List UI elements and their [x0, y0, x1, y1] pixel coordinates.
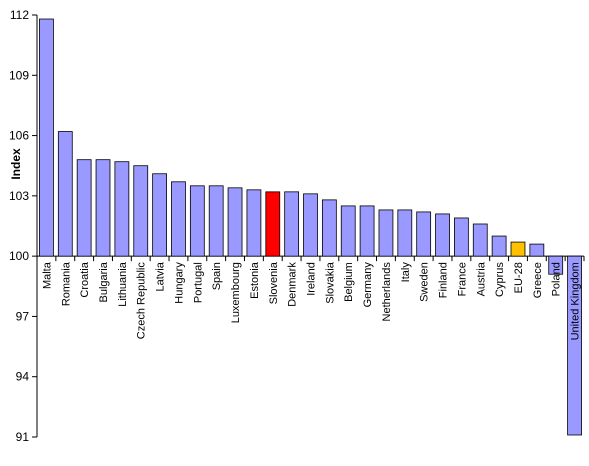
category-label: Finland — [438, 262, 450, 298]
category-label: France — [456, 262, 468, 296]
category-label: Estonia — [249, 261, 261, 299]
category-label: Lithuania — [117, 261, 129, 307]
category-label: Belgium — [343, 262, 355, 302]
y-tick-label: 94 — [16, 370, 30, 384]
bar-france — [454, 217, 469, 257]
bar-luxembourg — [227, 187, 243, 257]
bar-malta — [39, 18, 54, 257]
category-label: Slovakia — [324, 261, 336, 303]
category-label: EU-28 — [513, 262, 525, 293]
bar-eu-28 — [510, 241, 526, 257]
category-label: Croatia — [79, 261, 91, 297]
category-labels: Malta Romania Croatia Bulgaria Lithuania Czec… — [41, 261, 581, 340]
bar-estonia — [246, 189, 262, 257]
category-label: Netherlands — [381, 262, 393, 322]
bar-czech-republic — [133, 165, 149, 257]
category-label: Czech Republic — [136, 262, 148, 340]
bar-austria — [472, 223, 488, 257]
category-label: Ireland — [306, 262, 318, 296]
bar-cyprus — [491, 235, 507, 257]
category-label: Germany — [362, 262, 374, 308]
bar-bulgaria — [95, 159, 111, 257]
bar-germany — [359, 205, 375, 257]
category-label: Greece — [532, 262, 544, 298]
bar-sweden — [416, 211, 432, 257]
bar-netherlands — [378, 209, 394, 257]
category-label: Portugal — [192, 262, 204, 303]
y-tick-label: 109 — [9, 68, 29, 82]
bar-greece — [529, 243, 545, 257]
bar-portugal — [189, 185, 205, 257]
y-tick-label: 91 — [16, 430, 30, 444]
category-label: Bulgaria — [98, 261, 110, 302]
bar-belgium — [340, 205, 356, 257]
bar-lithuania — [114, 161, 130, 257]
y-axis-title: Index — [9, 148, 23, 180]
category-label: Slovenia — [268, 261, 280, 304]
bar-romania — [57, 131, 73, 257]
bars — [39, 18, 582, 436]
category-label: Malta — [41, 261, 53, 289]
bar-denmark — [284, 191, 300, 257]
category-label: Spain — [211, 262, 223, 290]
bar-italy — [397, 209, 413, 257]
category-label: Austria — [475, 261, 487, 296]
bar-ireland — [303, 193, 318, 257]
category-label: Poland — [551, 262, 563, 296]
y-tick-label: 97 — [16, 309, 30, 323]
category-label: Luxembourg — [230, 262, 242, 323]
y-tick-label: 103 — [9, 189, 29, 203]
y-tick-label: 106 — [9, 129, 29, 143]
category-label: Italy — [400, 262, 412, 283]
category-label: Hungary — [173, 262, 185, 304]
bar-latvia — [152, 173, 167, 257]
bar-finland — [435, 213, 450, 257]
bar-spain — [208, 185, 224, 257]
bar-poland — [548, 255, 564, 275]
category-label: Latvia — [155, 261, 167, 291]
category-label: Cyprus — [494, 262, 506, 297]
bar-slovakia — [321, 199, 337, 257]
category-label: Sweden — [419, 262, 431, 302]
bar-hungary — [171, 181, 186, 257]
category-label: Denmark — [287, 262, 299, 307]
category-label: Romania — [60, 261, 72, 306]
bar-united-kingdom — [567, 255, 582, 436]
bar-slovenia — [265, 191, 281, 257]
category-label: United Kingdom — [570, 262, 582, 340]
y-tick-label: 112 — [10, 8, 29, 22]
bar-croatia — [76, 159, 92, 257]
y-tick-label: 100 — [9, 249, 29, 263]
